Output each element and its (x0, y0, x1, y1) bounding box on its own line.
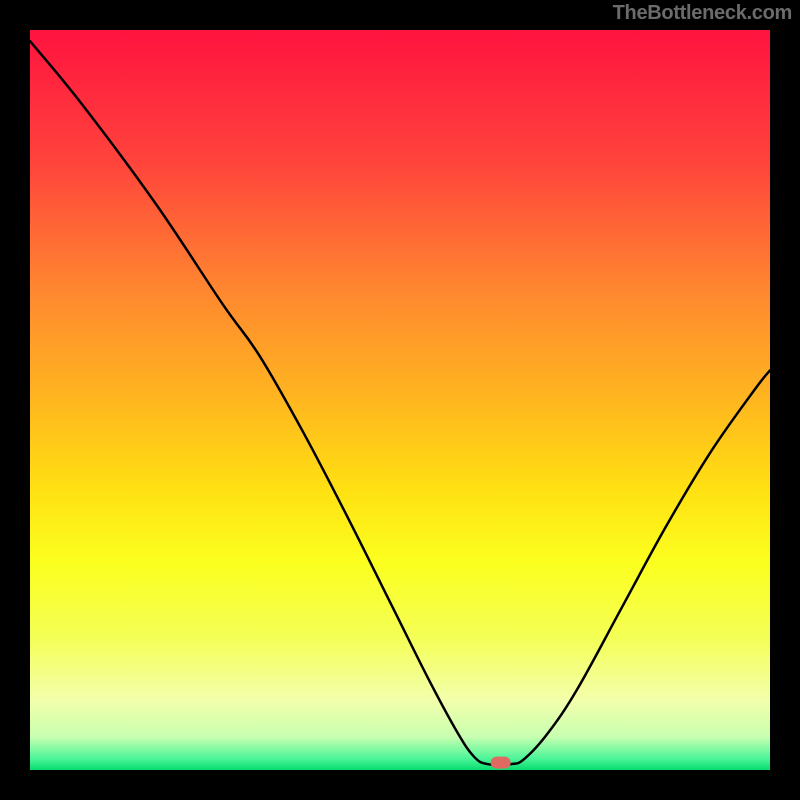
watermark-text: TheBottleneck.com (613, 2, 792, 25)
chart-container: TheBottleneck.com (0, 0, 800, 800)
bottleneck-chart (0, 0, 800, 800)
plot-gradient-area (30, 30, 770, 770)
optimal-point-marker (491, 757, 511, 769)
